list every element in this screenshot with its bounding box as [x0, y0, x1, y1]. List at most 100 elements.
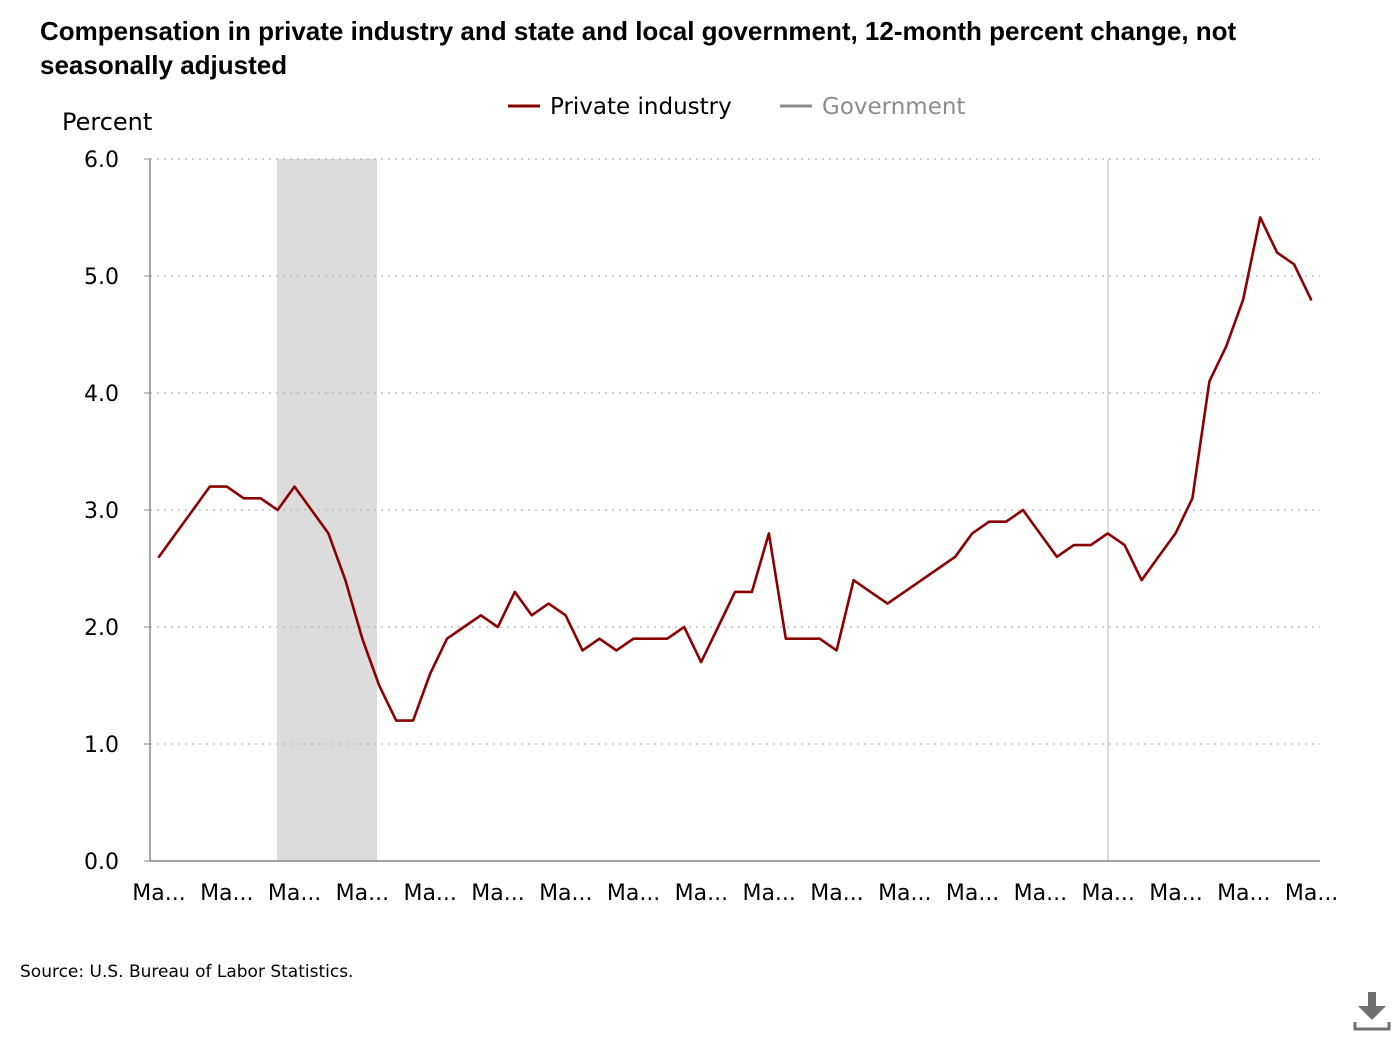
- series-line-private-industry: [157, 216, 1313, 722]
- data-point-private-industry[interactable]: [662, 634, 672, 644]
- data-point-private-industry[interactable]: [1069, 540, 1079, 550]
- data-point-private-industry[interactable]: [476, 610, 486, 620]
- data-point-private-industry[interactable]: [171, 528, 181, 538]
- y-tick-label: 5.0: [84, 265, 119, 290]
- data-point-private-industry[interactable]: [967, 528, 977, 538]
- data-point-private-industry[interactable]: [544, 599, 554, 609]
- data-point-private-industry[interactable]: [290, 482, 300, 492]
- data-point-private-industry[interactable]: [222, 482, 232, 492]
- x-tick-label: Ma...: [607, 881, 660, 906]
- data-point-private-industry[interactable]: [866, 587, 876, 597]
- data-point-private-industry[interactable]: [493, 622, 503, 632]
- legend-label-private-industry: Private industry: [550, 94, 732, 120]
- y-tick-label: 0.0: [84, 850, 119, 875]
- data-point-private-industry[interactable]: [408, 716, 418, 726]
- x-tick-label: Ma...: [200, 881, 253, 906]
- data-point-private-industry[interactable]: [1272, 248, 1282, 258]
- legend-label-government: Government: [822, 94, 965, 120]
- data-point-private-industry[interactable]: [273, 505, 283, 515]
- data-point-private-industry[interactable]: [256, 493, 266, 503]
- data-point-private-industry[interactable]: [374, 681, 384, 691]
- data-point-private-industry[interactable]: [1052, 552, 1062, 562]
- x-tick-label: Ma...: [810, 881, 863, 906]
- data-point-private-industry[interactable]: [1221, 341, 1231, 351]
- data-point-private-industry[interactable]: [730, 587, 740, 597]
- legend-item-private-industry[interactable]: Private industry: [508, 94, 732, 120]
- data-point-private-industry[interactable]: [527, 610, 537, 620]
- data-point-private-industry[interactable]: [832, 645, 842, 655]
- data-point-private-industry[interactable]: [916, 575, 926, 585]
- data-point-private-industry[interactable]: [578, 645, 588, 655]
- data-point-private-industry[interactable]: [645, 634, 655, 644]
- data-point-private-industry[interactable]: [188, 505, 198, 515]
- data-point-private-industry[interactable]: [815, 634, 825, 644]
- data-point-private-industry[interactable]: [1137, 575, 1147, 585]
- y-tick-label: 3.0: [84, 499, 119, 524]
- data-point-private-industry[interactable]: [984, 517, 994, 527]
- data-point-private-industry[interactable]: [899, 587, 909, 597]
- data-point-private-industry[interactable]: [307, 505, 317, 515]
- data-point-private-industry[interactable]: [1255, 213, 1265, 223]
- data-point-private-industry[interactable]: [747, 587, 757, 597]
- data-point-private-industry[interactable]: [425, 669, 435, 679]
- data-point-private-industry[interactable]: [595, 634, 605, 644]
- data-point-private-industry[interactable]: [459, 622, 469, 632]
- data-point-private-industry[interactable]: [883, 599, 893, 609]
- data-point-private-industry[interactable]: [1204, 376, 1214, 386]
- x-tick-label: Ma...: [1081, 881, 1134, 906]
- data-point-private-industry[interactable]: [1018, 505, 1028, 515]
- x-tick-label: Ma...: [675, 881, 728, 906]
- x-tick-label: Ma...: [268, 881, 321, 906]
- data-point-private-industry[interactable]: [340, 575, 350, 585]
- x-tick-label: Ma...: [1014, 881, 1067, 906]
- data-point-private-industry[interactable]: [357, 634, 367, 644]
- legend-item-government[interactable]: Government: [780, 94, 965, 120]
- x-tick-label: Ma...: [1285, 881, 1338, 906]
- x-tick-label: Ma...: [471, 881, 524, 906]
- data-point-private-industry[interactable]: [1103, 528, 1113, 538]
- data-point-private-industry[interactable]: [933, 564, 943, 574]
- data-point-private-industry[interactable]: [561, 610, 571, 620]
- data-point-private-industry[interactable]: [1120, 540, 1130, 550]
- x-tick-label: Ma...: [539, 881, 592, 906]
- data-point-private-industry[interactable]: [679, 622, 689, 632]
- data-point-private-industry[interactable]: [239, 493, 249, 503]
- data-point-private-industry[interactable]: [1171, 528, 1181, 538]
- data-point-private-industry[interactable]: [442, 634, 452, 644]
- data-point-private-industry[interactable]: [950, 552, 960, 562]
- data-point-private-industry[interactable]: [611, 645, 621, 655]
- data-point-private-industry[interactable]: [696, 657, 706, 667]
- data-point-private-industry[interactable]: [1035, 528, 1045, 538]
- data-point-private-industry[interactable]: [205, 482, 215, 492]
- data-point-private-industry[interactable]: [764, 528, 774, 538]
- y-axis-title: Percent: [62, 108, 152, 136]
- x-tick-label: Ma...: [878, 881, 931, 906]
- x-tick-label: Ma...: [946, 881, 999, 906]
- x-tick-label: Ma...: [132, 881, 185, 906]
- download-button[interactable]: [1352, 990, 1392, 1032]
- data-point-private-industry[interactable]: [849, 575, 859, 585]
- data-point-private-industry[interactable]: [1154, 552, 1164, 562]
- data-point-private-industry[interactable]: [798, 634, 808, 644]
- x-tick-label: Ma...: [1217, 881, 1270, 906]
- data-point-private-industry[interactable]: [1289, 259, 1299, 269]
- data-point-private-industry[interactable]: [1187, 493, 1197, 503]
- source-note: Source: U.S. Bureau of Labor Statistics.: [20, 962, 354, 982]
- data-point-private-industry[interactable]: [713, 622, 723, 632]
- x-tick-label: Ma...: [403, 881, 456, 906]
- y-tick-label: 2.0: [84, 616, 119, 641]
- data-point-private-industry[interactable]: [628, 634, 638, 644]
- data-point-private-industry[interactable]: [510, 587, 520, 597]
- data-point-private-industry[interactable]: [323, 528, 333, 538]
- y-tick-label: 6.0: [84, 148, 119, 173]
- data-point-private-industry[interactable]: [1306, 294, 1316, 304]
- x-tick-label: Ma...: [336, 881, 389, 906]
- data-point-private-industry[interactable]: [1086, 540, 1096, 550]
- data-point-private-industry[interactable]: [781, 634, 791, 644]
- data-point-private-industry[interactable]: [391, 716, 401, 726]
- plot-layer: 0.0 1.0 2.0 3.0 4.0 5.0 6.0 Ma... Ma... Ma... Ma..…: [84, 148, 1338, 906]
- data-point-private-industry[interactable]: [1001, 517, 1011, 527]
- data-point-private-industry[interactable]: [154, 552, 164, 562]
- data-point-private-industry[interactable]: [1238, 294, 1248, 304]
